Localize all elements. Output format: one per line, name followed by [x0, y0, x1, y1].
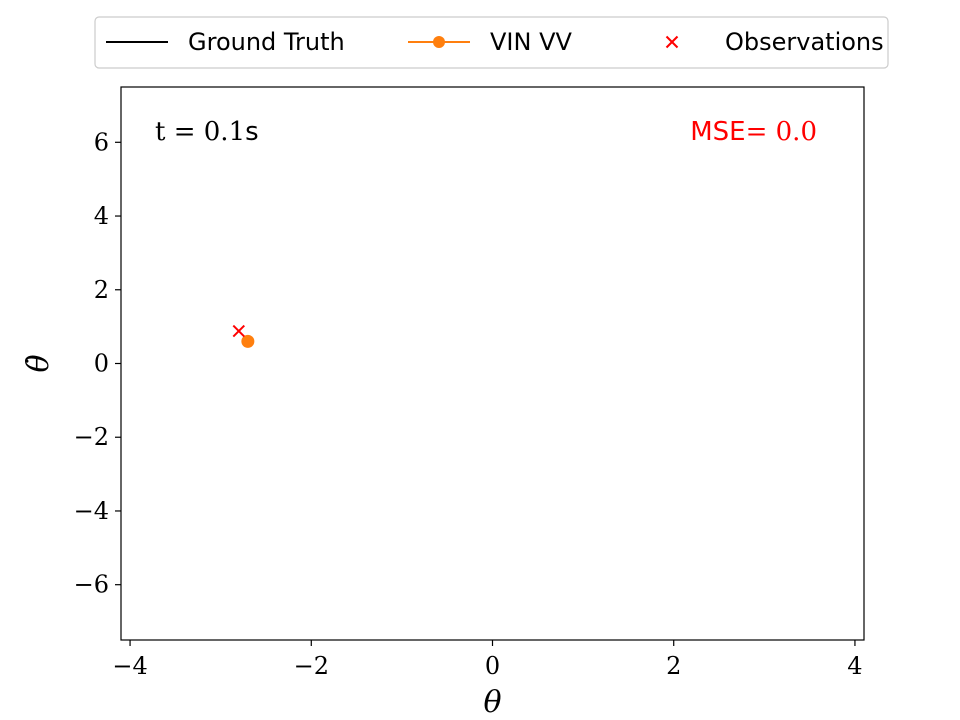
y-axis-label: θ̇: [21, 354, 56, 372]
time-annotation-value: t = 0.1: [155, 117, 245, 147]
plot-frame: [120, 86, 865, 641]
x-tick-label: −4: [112, 652, 147, 680]
legend-entry-1: Ground Truth: [106, 28, 345, 56]
observation-point: [232, 324, 245, 338]
y-tick-label: −2: [74, 423, 109, 451]
y-tick-label: −6: [74, 571, 109, 599]
annotations: t = 0.1s MSE= 0.0: [155, 117, 817, 147]
x-axis-label: θ: [483, 685, 501, 720]
mse-annotation: MSE= 0.0: [690, 117, 817, 147]
x-tick-label: 0: [485, 652, 500, 680]
mse-annotation-value: = 0.0: [746, 117, 817, 147]
mse-annotation-label: MSE: [690, 117, 745, 147]
legend-label: Observations: [725, 28, 884, 56]
y-tick-label: 6: [94, 128, 109, 156]
x-tick-label: −2: [294, 652, 329, 680]
axis-labels: θ θ̇: [21, 354, 502, 720]
legend: Ground Truth VIN VV Observations: [94, 16, 889, 69]
plot-area: [120, 86, 865, 641]
y-tick-label: 0: [94, 350, 109, 378]
y-tick-label: 4: [94, 202, 109, 230]
axis-ticks: −4 −2 0 2 4 −6 −4 −2 0 2 4 6: [74, 128, 863, 680]
legend-label: VIN VV: [490, 28, 572, 56]
time-annotation: t = 0.1s: [155, 117, 259, 147]
legend-marker-swatch: [433, 36, 445, 48]
legend-box: [94, 16, 889, 69]
legend-label: Ground Truth: [188, 28, 345, 56]
x-tick-label: 4: [847, 652, 862, 680]
legend-entry-2: VIN VV: [408, 28, 572, 56]
legend-x-swatch: [665, 35, 679, 49]
series-layer: [232, 324, 255, 348]
x-tick-label: 2: [666, 652, 681, 680]
y-tick-label: 2: [94, 276, 109, 304]
time-annotation-unit: s: [245, 117, 259, 147]
observation-x-stroke: [232, 324, 245, 338]
legend-entry-3: Observations: [665, 28, 884, 56]
y-tick-label: −4: [74, 497, 109, 525]
vin-vv-point: [241, 334, 255, 348]
